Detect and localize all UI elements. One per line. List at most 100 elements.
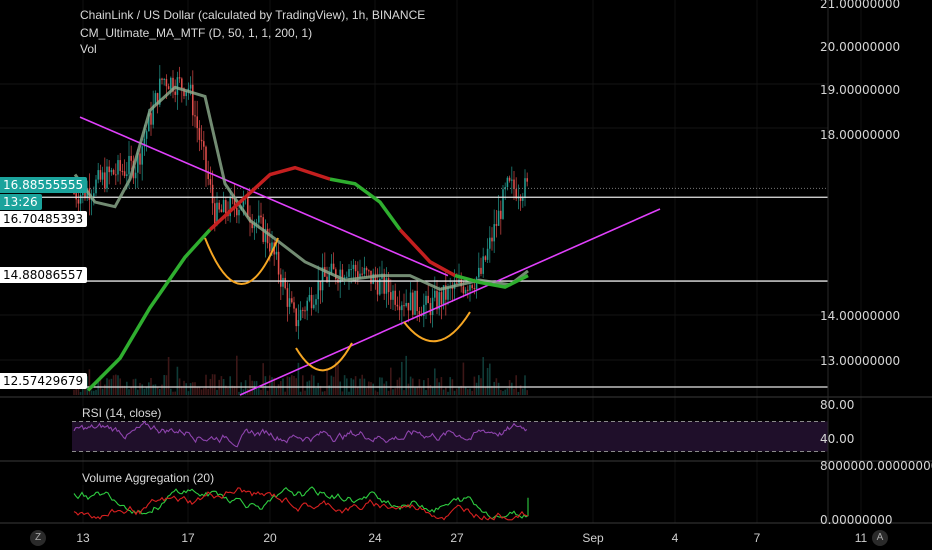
vagg-red-line bbox=[73, 487, 529, 521]
candle-body bbox=[200, 139, 203, 142]
volume-bar bbox=[469, 388, 471, 395]
candle-body bbox=[354, 264, 357, 272]
vol-tick: 0.00000000 bbox=[820, 513, 893, 527]
rsi-indicator-label[interactable]: RSI (14, close) bbox=[80, 406, 164, 420]
candle-body bbox=[216, 202, 218, 224]
candle-body bbox=[350, 269, 352, 271]
volume-bar bbox=[75, 388, 77, 395]
candle-body bbox=[321, 267, 324, 291]
volume-bar bbox=[236, 355, 238, 395]
volume-bar bbox=[240, 382, 242, 395]
candle-body bbox=[185, 91, 187, 97]
volume-bar bbox=[482, 357, 484, 395]
candle-body bbox=[308, 294, 311, 301]
volume-bar bbox=[299, 391, 302, 395]
candle-body bbox=[260, 215, 262, 218]
level-tag-1: 16.70485393 bbox=[0, 211, 88, 227]
candle-body bbox=[194, 115, 196, 117]
volume-bar bbox=[112, 375, 115, 395]
volume-bar bbox=[381, 377, 383, 395]
candle-body bbox=[205, 146, 207, 172]
candle-body bbox=[174, 91, 176, 95]
volume-bar bbox=[374, 390, 377, 395]
volume-bar bbox=[339, 381, 341, 395]
vol-indicator-label[interactable]: Vol bbox=[80, 42, 97, 56]
candle-body bbox=[480, 267, 482, 274]
volume-bar bbox=[471, 390, 473, 395]
candle-body bbox=[233, 198, 236, 209]
candle-body bbox=[207, 171, 209, 180]
volume-bar bbox=[398, 377, 401, 395]
volume-bar bbox=[154, 384, 157, 395]
volume-bar bbox=[328, 385, 330, 395]
volume-bar bbox=[442, 389, 445, 395]
candle-body bbox=[121, 170, 124, 172]
volume-bar bbox=[308, 380, 311, 395]
candle-body bbox=[436, 290, 438, 310]
candle-body bbox=[500, 210, 502, 219]
candle-body bbox=[293, 302, 295, 309]
candle-body bbox=[491, 237, 493, 242]
rsi-tick: 80.00 bbox=[820, 398, 855, 412]
candle-body bbox=[431, 297, 434, 316]
volume-bar bbox=[128, 389, 130, 395]
vagg-green-line bbox=[73, 486, 529, 520]
candle-body bbox=[401, 305, 403, 311]
candle-body bbox=[484, 256, 487, 260]
cup-annotations bbox=[204, 237, 471, 372]
volume-bar bbox=[379, 377, 381, 395]
auto-scale-button[interactable]: A bbox=[872, 530, 888, 546]
rsi-line bbox=[73, 420, 528, 448]
candle-body bbox=[506, 177, 509, 188]
volume-bar bbox=[117, 375, 119, 395]
candle-body bbox=[414, 290, 416, 315]
trendlines bbox=[79, 116, 661, 396]
candle-body bbox=[275, 251, 278, 255]
candle-body bbox=[522, 197, 524, 201]
candle-body bbox=[264, 228, 267, 242]
candle-body bbox=[396, 304, 399, 307]
volume-bar bbox=[372, 383, 374, 395]
volume-bar bbox=[414, 387, 416, 395]
candle-body bbox=[181, 78, 183, 89]
volume-bar bbox=[317, 382, 319, 395]
volume-bar bbox=[242, 389, 245, 395]
candle-body bbox=[495, 224, 498, 226]
candle-body bbox=[258, 215, 260, 223]
volume-bar bbox=[231, 385, 234, 395]
descending-trendline bbox=[79, 116, 449, 277]
ma-indicator-label[interactable]: CM_Ultimate_MA_MTF (D, 50, 1, 1, 200, 1) bbox=[80, 26, 313, 40]
volume-bar bbox=[416, 387, 418, 395]
volume-bar bbox=[139, 382, 141, 395]
volume-bar bbox=[174, 391, 176, 395]
candle-body bbox=[317, 281, 319, 300]
volume-bar bbox=[152, 384, 154, 395]
volume-bar bbox=[429, 385, 432, 395]
candle-body bbox=[302, 309, 304, 311]
candle-body bbox=[126, 174, 128, 176]
volume-bar bbox=[458, 386, 460, 395]
volume-bar bbox=[185, 383, 187, 395]
cup-annotation bbox=[295, 342, 353, 372]
volume-bar bbox=[420, 387, 423, 395]
volume-bar bbox=[390, 367, 392, 395]
candle-body bbox=[167, 86, 170, 90]
volume-bar bbox=[524, 375, 526, 395]
volume-bar bbox=[104, 384, 106, 395]
candle-body bbox=[418, 311, 421, 315]
candle-body bbox=[304, 310, 306, 312]
slow-moving-average bbox=[329, 177, 402, 231]
rsi-pane bbox=[72, 420, 828, 452]
volume-bar bbox=[392, 389, 394, 395]
time-tick: 24 bbox=[368, 531, 382, 545]
volume-bar bbox=[214, 374, 216, 395]
zoom-reset-button[interactable]: Z bbox=[30, 530, 46, 546]
candle-body bbox=[97, 170, 99, 180]
volume-bar bbox=[181, 386, 183, 395]
volume-bar bbox=[77, 387, 80, 395]
candle-body bbox=[172, 77, 174, 92]
vagg-indicator-label[interactable]: Volume Aggregation (20) bbox=[80, 471, 217, 485]
candle-body bbox=[123, 171, 126, 176]
candle-body bbox=[189, 84, 192, 89]
